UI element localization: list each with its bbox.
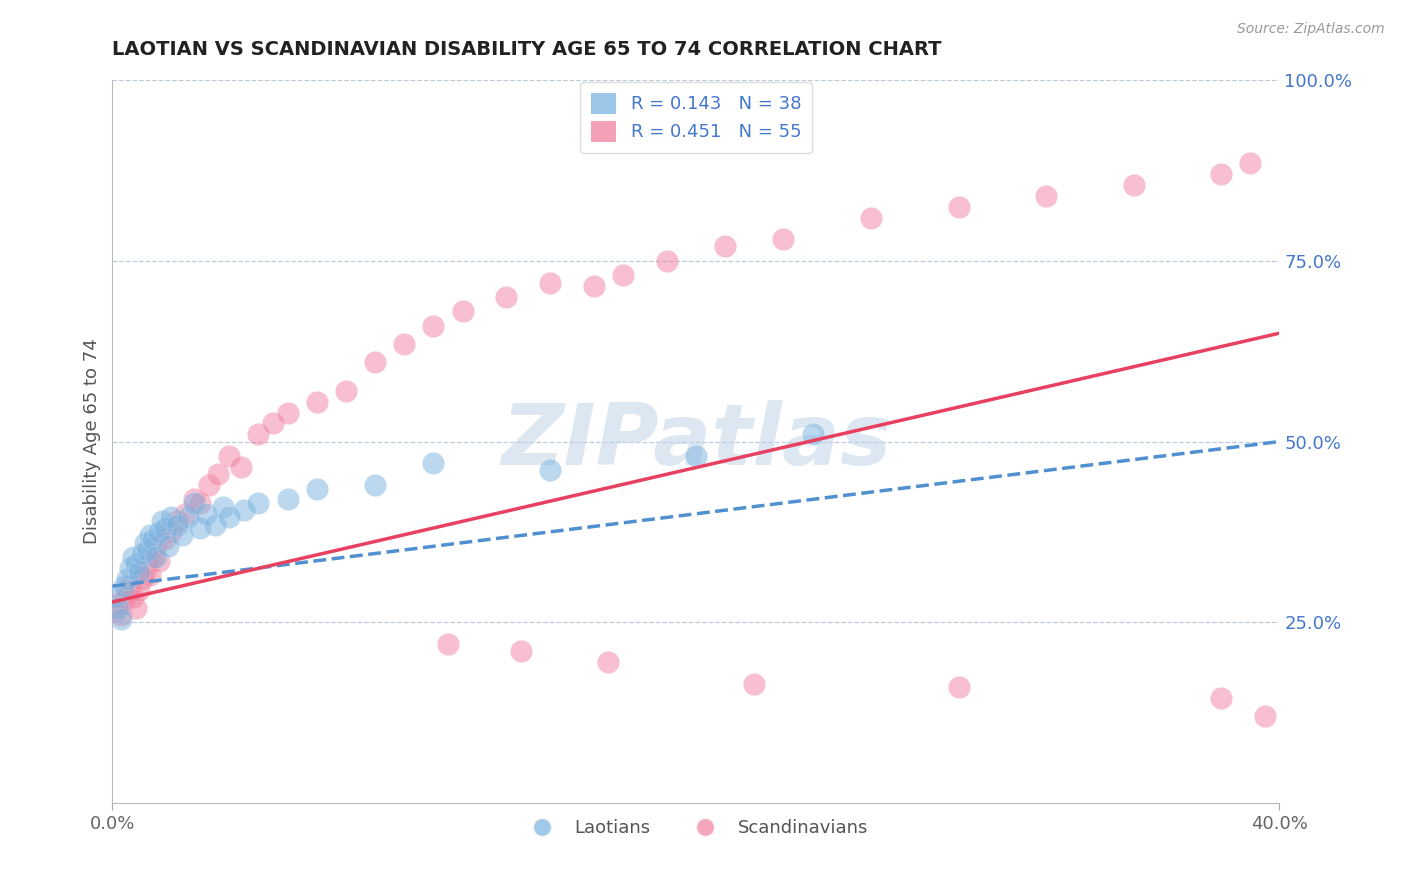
Point <box>1035 189 1057 203</box>
Point <box>276 492 298 507</box>
Point <box>394 337 416 351</box>
Point <box>183 496 205 510</box>
Point <box>437 637 460 651</box>
Point <box>150 514 173 528</box>
Point <box>772 232 794 246</box>
Point <box>742 676 765 690</box>
Point <box>207 467 229 481</box>
Point <box>204 517 226 532</box>
Point <box>110 607 132 622</box>
Point <box>212 500 235 514</box>
Point <box>139 528 162 542</box>
Point <box>229 459 252 474</box>
Point <box>422 456 444 470</box>
Point <box>136 558 159 572</box>
Point <box>305 394 328 409</box>
Text: LAOTIAN VS SCANDINAVIAN DISABILITY AGE 65 TO 74 CORRELATION CHART: LAOTIAN VS SCANDINAVIAN DISABILITY AGE 6… <box>112 40 942 59</box>
Point <box>153 521 176 535</box>
Point <box>655 253 678 268</box>
Point <box>364 478 387 492</box>
Point <box>598 655 620 669</box>
Point <box>177 510 200 524</box>
Point <box>538 276 561 290</box>
Point <box>247 427 270 442</box>
Point <box>166 517 188 532</box>
Point <box>1209 691 1232 706</box>
Point <box>262 417 284 431</box>
Point <box>122 550 145 565</box>
Point <box>142 550 165 565</box>
Point <box>104 590 127 604</box>
Point <box>153 532 176 546</box>
Point <box>860 211 883 225</box>
Point <box>305 482 328 496</box>
Point <box>112 593 135 607</box>
Point <box>134 565 156 579</box>
Text: ZIPatlas: ZIPatlas <box>501 400 891 483</box>
Point <box>166 514 188 528</box>
Point <box>685 449 707 463</box>
Point <box>112 579 135 593</box>
Point <box>183 492 205 507</box>
Point <box>118 561 141 575</box>
Point <box>232 503 254 517</box>
Point <box>1122 178 1144 192</box>
Point <box>612 268 634 283</box>
Point <box>142 532 165 546</box>
Point <box>422 318 444 333</box>
Point <box>118 579 141 593</box>
Point <box>1239 156 1261 170</box>
Point <box>276 406 298 420</box>
Point <box>160 524 183 539</box>
Point <box>107 600 129 615</box>
Point <box>1209 167 1232 181</box>
Point <box>139 568 162 582</box>
Point <box>122 590 145 604</box>
Point <box>148 524 170 539</box>
Legend: Laotians, Scandinavians: Laotians, Scandinavians <box>517 812 875 845</box>
Point <box>364 355 387 369</box>
Point <box>801 427 824 442</box>
Point <box>194 507 217 521</box>
Point <box>160 510 183 524</box>
Point <box>145 539 167 553</box>
Point <box>948 200 970 214</box>
Point <box>218 449 240 463</box>
Point <box>172 528 194 542</box>
Point <box>174 507 197 521</box>
Point <box>948 680 970 694</box>
Point <box>538 463 561 477</box>
Point <box>1254 709 1277 723</box>
Point <box>131 547 153 561</box>
Point <box>188 496 211 510</box>
Point <box>495 290 517 304</box>
Point <box>134 535 156 549</box>
Point <box>136 542 159 557</box>
Point <box>335 384 357 398</box>
Point <box>188 521 211 535</box>
Point <box>115 572 138 586</box>
Point <box>125 558 148 572</box>
Point <box>145 550 167 565</box>
Point <box>115 586 138 600</box>
Point <box>125 600 148 615</box>
Point <box>714 239 737 253</box>
Point <box>582 279 605 293</box>
Point <box>156 539 179 553</box>
Point <box>509 644 531 658</box>
Point <box>104 604 127 618</box>
Y-axis label: Disability Age 65 to 74: Disability Age 65 to 74 <box>83 339 101 544</box>
Point <box>131 572 153 586</box>
Point <box>107 597 129 611</box>
Point <box>451 304 474 318</box>
Point <box>110 611 132 625</box>
Point <box>148 554 170 568</box>
Point <box>128 582 150 597</box>
Point <box>197 478 219 492</box>
Point <box>218 510 240 524</box>
Point <box>247 496 270 510</box>
Text: Source: ZipAtlas.com: Source: ZipAtlas.com <box>1237 22 1385 37</box>
Point <box>128 565 150 579</box>
